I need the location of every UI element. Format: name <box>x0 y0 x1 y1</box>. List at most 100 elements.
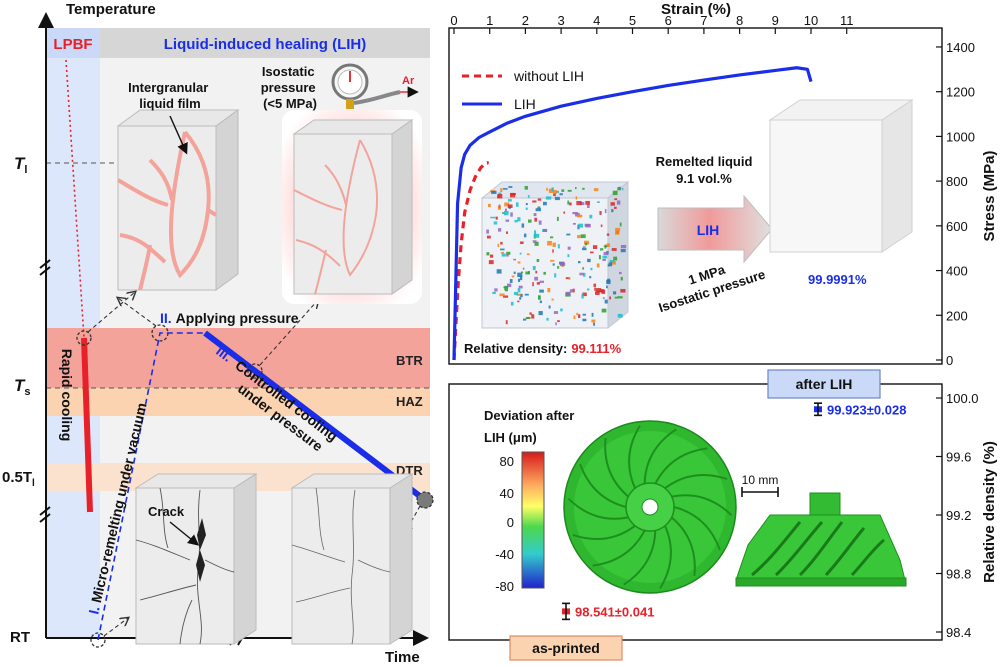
svg-text:Ts: Ts <box>14 376 31 398</box>
density-value-label: 98.541±0.041 <box>575 604 654 619</box>
x-axis-title: Time <box>385 649 420 666</box>
lpbf-header: LPBF <box>53 36 92 53</box>
state-marker <box>416 491 434 509</box>
stress-tick-label: 0 <box>946 353 953 368</box>
colorbar-ticks: 80 40 0 -40 -80 <box>495 454 514 594</box>
relative-density-ticks: 98.4 98.8 99.2 99.6 100.0 <box>936 391 979 640</box>
crack-label: Crack <box>148 504 185 519</box>
tick-rt: RT <box>10 629 30 646</box>
tick-ts: Ts <box>14 376 31 398</box>
svg-text:0.5Tl: 0.5Tl <box>2 469 35 489</box>
microstructure-block-healed <box>290 473 414 645</box>
strain-tick-label: 10 <box>804 13 818 28</box>
lih-header-bg <box>100 28 430 58</box>
remelted-liquid-label: Remelted liquid <box>656 154 753 169</box>
stress-axis-title: Stress (MPa) <box>981 151 998 242</box>
healed-density-label: 99.9991% <box>808 272 867 287</box>
strain-tick-label: 0 <box>450 13 457 28</box>
colorbar-tick: 80 <box>500 454 514 469</box>
density-tick-label: 99.6 <box>946 450 971 465</box>
stress-strain-series <box>452 66 813 361</box>
colorbar-tick: -40 <box>495 547 514 562</box>
ar-label: Ar <box>402 75 415 87</box>
strain-tick-label: 11 <box>840 13 854 28</box>
stress-legend: without LIH LIH <box>462 68 584 112</box>
stress-tick-label: 400 <box>946 264 968 279</box>
impeller-side-view <box>735 492 907 587</box>
healed-cube <box>768 99 914 253</box>
relative-density-axis-title: Relative density (%) <box>981 441 998 583</box>
pressure-gauge-icon: Ar <box>331 63 419 109</box>
state-marker <box>90 632 106 648</box>
scale-bar <box>741 487 779 497</box>
lpbf-rapid-cooling-line <box>81 337 93 513</box>
stress-tick-label: 800 <box>946 174 968 189</box>
after-lih-label-box <box>767 369 881 399</box>
colorbar-title-line2: LIH (μm) <box>484 430 537 445</box>
density-value-label: 99.923±0.028 <box>827 402 906 417</box>
density-tick-label: 99.2 <box>946 508 971 523</box>
strain-tick-label: 5 <box>629 13 636 28</box>
strain-tick-label: 9 <box>772 13 779 28</box>
state-marker <box>247 363 263 379</box>
y-axis-title: Temperature <box>66 1 156 18</box>
zone-haz-label: HAZ <box>396 394 423 409</box>
density-label: Relative density: 99.111% <box>464 341 622 356</box>
remelted-fraction-label: 9.1 vol.% <box>676 171 732 186</box>
strain-tick-label: 8 <box>736 13 743 28</box>
colorbar-tick: 40 <box>500 486 514 501</box>
strain-tick-label: 6 <box>665 13 672 28</box>
density-tick-label: 98.8 <box>946 567 971 582</box>
liquid-film-label: Intergranular liquid film <box>128 80 212 111</box>
tick-half-tl: 0.5Tl <box>2 469 35 489</box>
tick-tl: Tl <box>14 154 27 176</box>
as-printed-label-box <box>509 635 623 661</box>
colorbar-title-line1: Deviation after <box>484 408 574 423</box>
strain-tick-label: 1 <box>486 13 493 28</box>
lih-arrow-label: LIH <box>697 222 720 238</box>
stress-tick-label: 600 <box>946 219 968 234</box>
strain-tick-label: 7 <box>700 13 707 28</box>
legend-lih: LIH <box>514 96 536 112</box>
microstructure-block-cracked <box>134 473 258 645</box>
strain-tick-label: 3 <box>557 13 564 28</box>
deviation-colorbar <box>521 451 545 589</box>
lih-curve <box>452 66 813 361</box>
lpbf-heating-dotted <box>65 59 85 339</box>
colorbar-tick: -80 <box>495 579 514 594</box>
after-lih-label: after LIH <box>796 376 853 392</box>
state-marker <box>76 330 92 346</box>
crack-pointer <box>169 521 200 546</box>
relative-density-bars: 98.541±0.041 as-printed 99.923±0.028 after … <box>509 369 906 661</box>
lpbf-header-bg <box>46 28 100 58</box>
colorbar-tick: 0 <box>507 515 514 530</box>
microstructure-block-pressurized <box>282 110 422 304</box>
stress-tick-label: 1200 <box>946 85 975 100</box>
strain-tick-label: 2 <box>522 13 529 28</box>
lih-header: Liquid-induced healing (LIH) <box>164 36 366 53</box>
state-marker <box>151 324 169 342</box>
stress-tick-label: 1000 <box>946 129 975 144</box>
density-tick-label: 100.0 <box>946 391 979 406</box>
isostatic-pressure-label: Isostatic pressure (<5 MPa) <box>261 64 320 111</box>
step2-label: II. Applying pressure <box>160 310 299 326</box>
impeller-top-view <box>563 420 737 594</box>
legend-without-lih: without LIH <box>513 68 584 84</box>
svg-text:III.: III. <box>213 343 235 365</box>
lih-process-arrow: LIH <box>657 194 773 264</box>
svg-text:Tl: Tl <box>14 154 27 176</box>
stress-tick-label: 200 <box>946 308 968 323</box>
stress-tick-label: 1400 <box>946 40 975 55</box>
lih-cooling-line <box>203 330 427 503</box>
left-panel-diagram: LPBF Liquid-induced healing (LIH) BTR HA… <box>2 1 434 666</box>
lih-remelting-path <box>97 332 205 641</box>
as-printed-label: as-printed <box>532 640 600 656</box>
density-tick-label: 98.4 <box>946 625 971 640</box>
strain-tick-label: 4 <box>593 13 600 28</box>
without-lih-curve <box>452 161 490 361</box>
microstructure-block-liquid-film <box>116 109 240 291</box>
strain-axis-title: Strain (%) <box>661 1 731 18</box>
scale-bar-label: 10 mm <box>742 473 779 487</box>
rapid-cooling-label: Rapid cooling <box>59 349 75 442</box>
liquid-film-pointer <box>169 115 188 155</box>
